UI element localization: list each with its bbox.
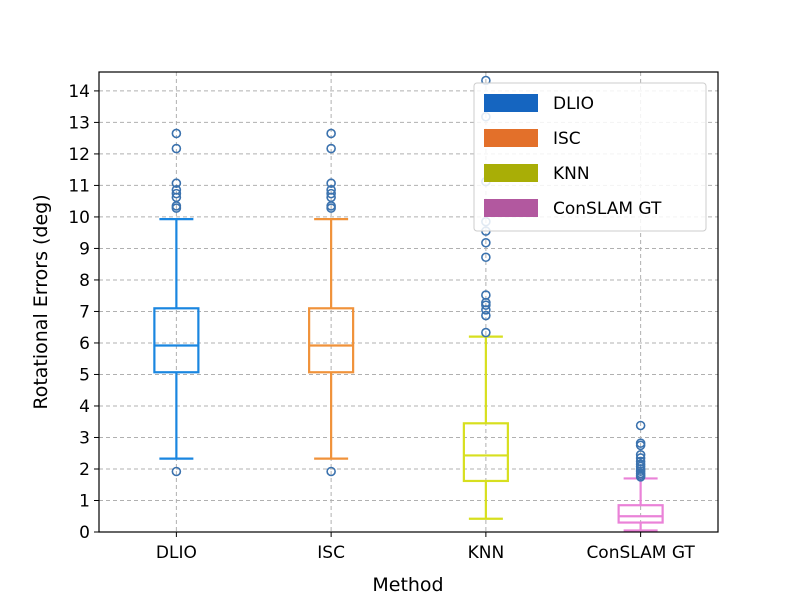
legend-label: KNN xyxy=(553,164,590,184)
outlier-point xyxy=(171,188,182,199)
legend-label: ConSLAM GT xyxy=(553,199,662,219)
x-tick-label: ISC xyxy=(317,543,345,563)
box-dlio xyxy=(153,218,200,460)
x-axis-label: Method xyxy=(372,574,443,596)
y-tick-label: 1 xyxy=(79,491,90,511)
outlier-point xyxy=(481,290,491,300)
outlier-point xyxy=(326,178,336,189)
box-conslam-gt xyxy=(617,477,664,532)
iqr-box xyxy=(153,307,200,374)
outlier-point xyxy=(635,438,646,448)
y-tick-label: 8 xyxy=(79,271,90,291)
legend-swatch xyxy=(484,129,538,147)
y-tick-label: 9 xyxy=(79,239,90,259)
outlier-point xyxy=(171,143,182,154)
legend-swatch xyxy=(484,94,538,112)
legend: DLIO ISC KNN ConSLAM GT xyxy=(473,82,707,232)
legend-swatch xyxy=(484,199,538,217)
legend-label: ISC xyxy=(553,129,581,149)
box-knn xyxy=(462,335,509,520)
legend-swatch xyxy=(484,164,538,182)
x-tick-label: ConSLAM GT xyxy=(586,543,695,563)
x-tick-label: DLIO xyxy=(156,543,197,563)
y-tick-label: 11 xyxy=(68,176,90,196)
x-axis-ticks: DLIO ISC KNN ConSLAM GT xyxy=(156,532,695,563)
plot-area-frame xyxy=(98,71,719,533)
outlier-point xyxy=(635,456,646,467)
y-tick-label: 14 xyxy=(68,82,90,102)
y-tick-label: 13 xyxy=(68,113,90,133)
y-axis-label: Rotational Errors (deg) xyxy=(30,194,52,409)
outlier-point xyxy=(326,466,336,477)
outlier-point xyxy=(481,237,491,248)
y-tick-label: 4 xyxy=(79,397,90,417)
outlier-point xyxy=(635,420,646,431)
outlier-point xyxy=(326,185,336,195)
legend-label: DLIO xyxy=(553,94,594,114)
y-tick-label: 12 xyxy=(68,145,90,165)
y-tick-label: 6 xyxy=(79,334,90,354)
outlier-point xyxy=(635,459,646,470)
outlier-point xyxy=(635,450,646,460)
iqr-box xyxy=(617,504,664,524)
x-tick-label: KNN xyxy=(468,543,505,563)
y-tick-label: 5 xyxy=(79,365,90,385)
outlier-point xyxy=(326,188,336,199)
outlier-point xyxy=(481,310,491,321)
iqr-box xyxy=(308,307,355,374)
legend-frame xyxy=(473,82,707,232)
y-tick-label: 0 xyxy=(79,523,90,543)
y-tick-label: 10 xyxy=(68,208,90,228)
outlier-point xyxy=(171,185,182,195)
box-isc xyxy=(308,218,355,460)
outlier-point xyxy=(171,466,182,477)
outlier-point xyxy=(481,327,491,338)
outlier-point xyxy=(171,128,182,139)
outlier-point xyxy=(171,178,182,189)
grid-lines xyxy=(99,72,718,533)
iqr-box xyxy=(462,422,509,483)
outlier-point xyxy=(326,143,336,154)
box-series xyxy=(153,218,664,532)
y-tick-label: 7 xyxy=(79,302,90,322)
outlier-point xyxy=(635,453,646,463)
y-tick-label: 2 xyxy=(79,460,90,480)
outlier-point xyxy=(481,252,491,263)
outlier-point xyxy=(326,128,336,139)
y-tick-label: 3 xyxy=(79,428,90,448)
